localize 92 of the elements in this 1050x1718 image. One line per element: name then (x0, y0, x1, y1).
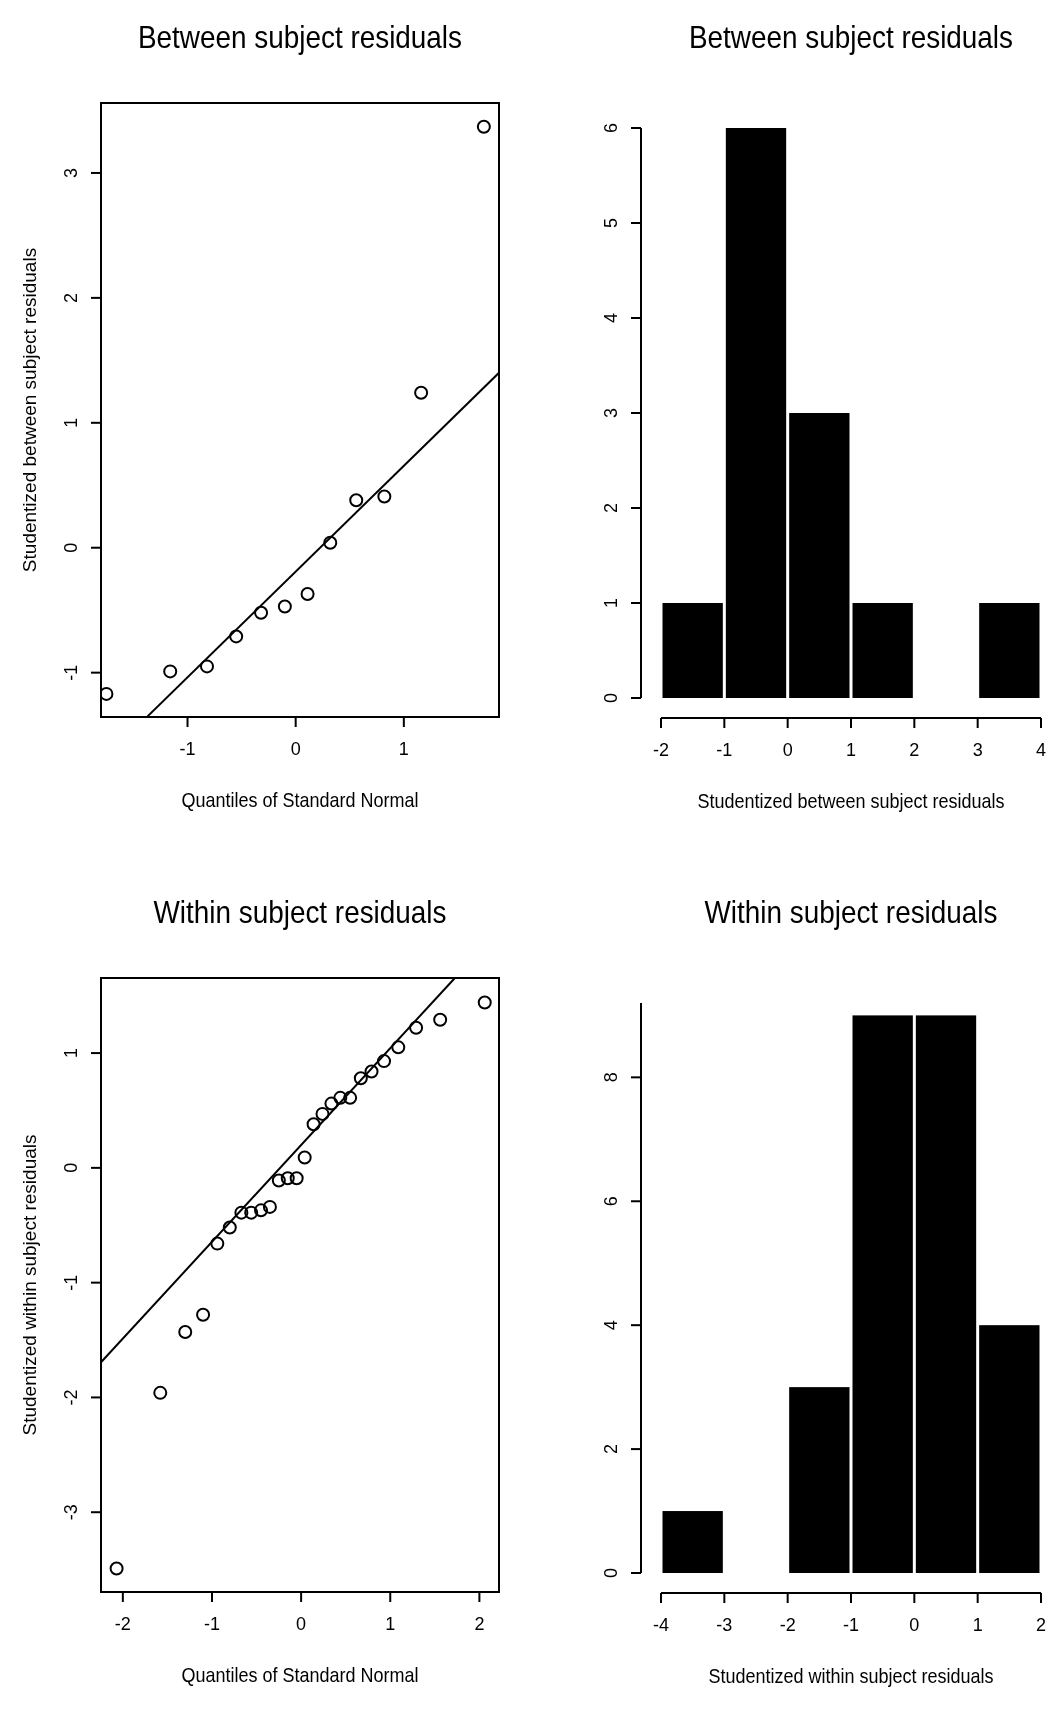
point (414, 385, 429, 400)
x-tick-label: -2 (114, 1614, 131, 1634)
x-tick-label: 0 (290, 739, 301, 759)
point (433, 1012, 448, 1027)
chart-title: Within subject residuals (704, 894, 998, 930)
y-tick-label: 2 (61, 292, 81, 303)
x-tick-label: 0 (782, 740, 793, 760)
y-tick-label: 4 (601, 1320, 621, 1331)
chart-title: Between subject residuals (688, 19, 1014, 55)
x-axis-title: Studentized between subject residuals (697, 790, 1005, 813)
point (178, 1325, 193, 1340)
chart-title: Within subject residuals (153, 894, 447, 930)
point (229, 629, 244, 644)
point (254, 605, 269, 620)
y-tick-label: 0 (61, 542, 81, 553)
point (409, 1020, 424, 1035)
y-tick-label: 2 (601, 502, 621, 514)
y-tick-label: 1 (61, 417, 81, 428)
x-tick-label: 0 (296, 1614, 307, 1634)
x-tick-label: -1 (842, 1615, 860, 1635)
x-tick-label: 1 (845, 740, 857, 760)
point (101, 686, 114, 701)
point (323, 535, 338, 550)
x-tick-label: 3 (972, 740, 983, 760)
y-tick-label: -1 (61, 664, 81, 681)
point (244, 1205, 259, 1220)
point (343, 1090, 358, 1105)
point (377, 1054, 392, 1069)
point (234, 1205, 249, 1220)
x-axis-title: Studentized within subject residuals (708, 1665, 994, 1688)
x-axis-title: Quantiles of Standard Normal (181, 789, 419, 812)
x-tick-label: 1 (972, 1615, 983, 1635)
x-tick-label: 1 (385, 1614, 396, 1634)
point (196, 1307, 211, 1322)
point (364, 1064, 379, 1079)
x-axis-title: Quantiles of Standard Normal (181, 1664, 419, 1687)
y-tick-label: 2 (601, 1444, 621, 1455)
point (153, 1385, 168, 1400)
y-tick-label: 5 (601, 217, 621, 229)
point (353, 1071, 368, 1086)
x-tick-label: -2 (652, 740, 670, 760)
x-tick-label: -3 (716, 1615, 733, 1635)
x-tick-label: 0 (909, 1615, 920, 1635)
y-tick-label: -2 (61, 1389, 81, 1406)
x-tick-label: 2 (909, 740, 920, 760)
x-tick-label: 1 (398, 739, 409, 759)
y-tick-label: 0 (61, 1162, 81, 1173)
x-tick-label: 4 (1035, 740, 1047, 760)
y-tick-label: 0 (601, 1567, 621, 1579)
point (391, 1040, 406, 1055)
point (300, 586, 315, 601)
x-tick-label: 2 (474, 1614, 485, 1634)
point (315, 1106, 330, 1121)
y-tick-label: 6 (601, 122, 621, 134)
point (306, 1117, 321, 1132)
y-tick-label: 1 (601, 597, 621, 609)
point (333, 1090, 348, 1105)
point (210, 1236, 225, 1251)
point (280, 1171, 295, 1186)
point (477, 995, 492, 1010)
chart-title: Between subject residuals (137, 19, 463, 55)
point (163, 664, 178, 679)
point (199, 659, 214, 674)
point (297, 1150, 312, 1165)
y-tick-label: 6 (601, 1196, 621, 1207)
x-tick-label: -1 (179, 739, 196, 759)
x-tick-label: -1 (716, 740, 733, 760)
y-tick-label: 4 (601, 312, 621, 324)
point (109, 1561, 124, 1576)
y-tick-label: 1 (61, 1048, 81, 1059)
point (277, 599, 292, 614)
x-tick-label: -2 (779, 1615, 796, 1635)
point (271, 1173, 286, 1188)
y-tick-label: 3 (601, 407, 621, 419)
point (222, 1220, 237, 1235)
point (349, 493, 364, 508)
y-tick-label: 8 (601, 1072, 621, 1083)
point (262, 1199, 277, 1214)
x-tick-label: 2 (1035, 1615, 1047, 1635)
point (377, 489, 392, 504)
y-axis-title: Studentized between subject residuals (19, 247, 40, 573)
point (289, 1171, 304, 1186)
point (254, 1203, 268, 1218)
y-tick-label: 3 (61, 167, 81, 178)
y-tick-label: 0 (601, 692, 621, 704)
point (324, 1096, 339, 1111)
y-tick-label: -1 (61, 1274, 81, 1291)
x-tick-label: -4 (652, 1615, 670, 1635)
y-tick-label: -3 (61, 1504, 81, 1521)
y-axis-title: Studentized within subject residuals (19, 1134, 40, 1436)
x-tick-label: -1 (203, 1614, 220, 1634)
point (476, 119, 491, 134)
